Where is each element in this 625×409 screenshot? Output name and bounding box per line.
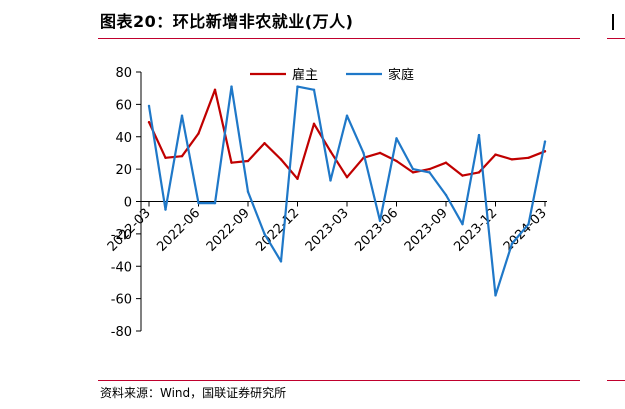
data-point: [296, 177, 299, 181]
data-point: [312, 88, 316, 92]
x-tick-label: 2023-03: [303, 206, 352, 255]
y-tick-label: -80: [111, 325, 132, 340]
data-point: [246, 159, 250, 163]
title-divider: [98, 38, 580, 39]
y-tick-label: 0: [124, 196, 132, 211]
data-point: [345, 176, 349, 179]
x-tick-label: 2022-06: [154, 206, 203, 255]
y-tick-label: -40: [111, 260, 132, 275]
source-note: 资料来源：Wind，国联证券研究所: [100, 386, 287, 400]
data-point: [230, 85, 233, 88]
x-tick-label: 2023-06: [352, 206, 401, 255]
series-line-household: [147, 85, 547, 297]
data-point: [197, 132, 200, 135]
data-point: [477, 133, 481, 137]
data-point: [296, 85, 299, 88]
data-point: [164, 156, 167, 159]
data-point: [494, 294, 497, 297]
data-point: [312, 122, 316, 126]
data-point: [395, 137, 398, 140]
data-point: [543, 150, 547, 153]
data-point: [510, 158, 514, 161]
data-point: [279, 158, 283, 161]
adjacent-figure-divider: [607, 38, 625, 39]
data-point: [543, 140, 547, 143]
data-point: [329, 150, 332, 153]
x-tick-label: 2023-12: [451, 206, 500, 255]
series-line-employer: [147, 88, 547, 180]
data-point: [147, 104, 151, 108]
data-point: [345, 114, 349, 117]
y-tick-label: -20: [111, 228, 132, 243]
data-point: [510, 242, 514, 245]
y-tick-label: 60: [115, 98, 132, 113]
data-point: [527, 156, 530, 159]
data-point: [279, 260, 283, 263]
data-point: [213, 201, 217, 205]
source-divider: [98, 380, 580, 381]
data-point: [494, 153, 497, 156]
data-point: [461, 222, 464, 226]
data-point: [230, 161, 233, 164]
data-point: [444, 161, 448, 164]
data-point: [461, 174, 464, 177]
chart-series: [147, 85, 547, 297]
chart-title: 图表20：环比新增非农就业(万人): [100, 12, 354, 31]
data-point: [378, 151, 382, 155]
data-point: [477, 171, 481, 174]
data-point: [263, 232, 266, 236]
x-tick-label: 2022-09: [204, 206, 253, 255]
x-tick-label: 2024-03: [501, 206, 550, 255]
data-point: [362, 151, 365, 155]
data-point: [411, 171, 415, 174]
data-point: [147, 120, 151, 124]
data-point: [180, 114, 184, 117]
y-tick-label: 40: [115, 131, 132, 146]
data-point: [197, 201, 200, 205]
data-point: [527, 222, 530, 226]
adjacent-figure-source-divider: [607, 380, 625, 381]
data-point: [329, 179, 332, 182]
legend-label: 雇主: [292, 67, 318, 83]
data-point: [428, 171, 431, 174]
data-point: [246, 190, 250, 193]
data-point: [180, 154, 184, 158]
data-point: [395, 159, 398, 163]
data-point: [444, 193, 448, 197]
chart-legend: 雇主 家庭: [250, 67, 414, 83]
data-point: [164, 208, 167, 211]
legend-label: 家庭: [388, 67, 414, 83]
data-point: [428, 167, 431, 171]
data-point: [378, 219, 382, 223]
y-tick-label: 80: [115, 66, 132, 81]
x-tick-label: 2022-12: [253, 206, 302, 255]
y-tick-label: -60: [111, 293, 132, 308]
data-point: [411, 167, 415, 171]
data-point: [213, 88, 217, 92]
data-point: [263, 142, 266, 145]
adjacent-figure-title-edge: [612, 14, 614, 30]
y-tick-label: 20: [115, 163, 132, 178]
x-tick-label: 2023-09: [402, 206, 451, 255]
